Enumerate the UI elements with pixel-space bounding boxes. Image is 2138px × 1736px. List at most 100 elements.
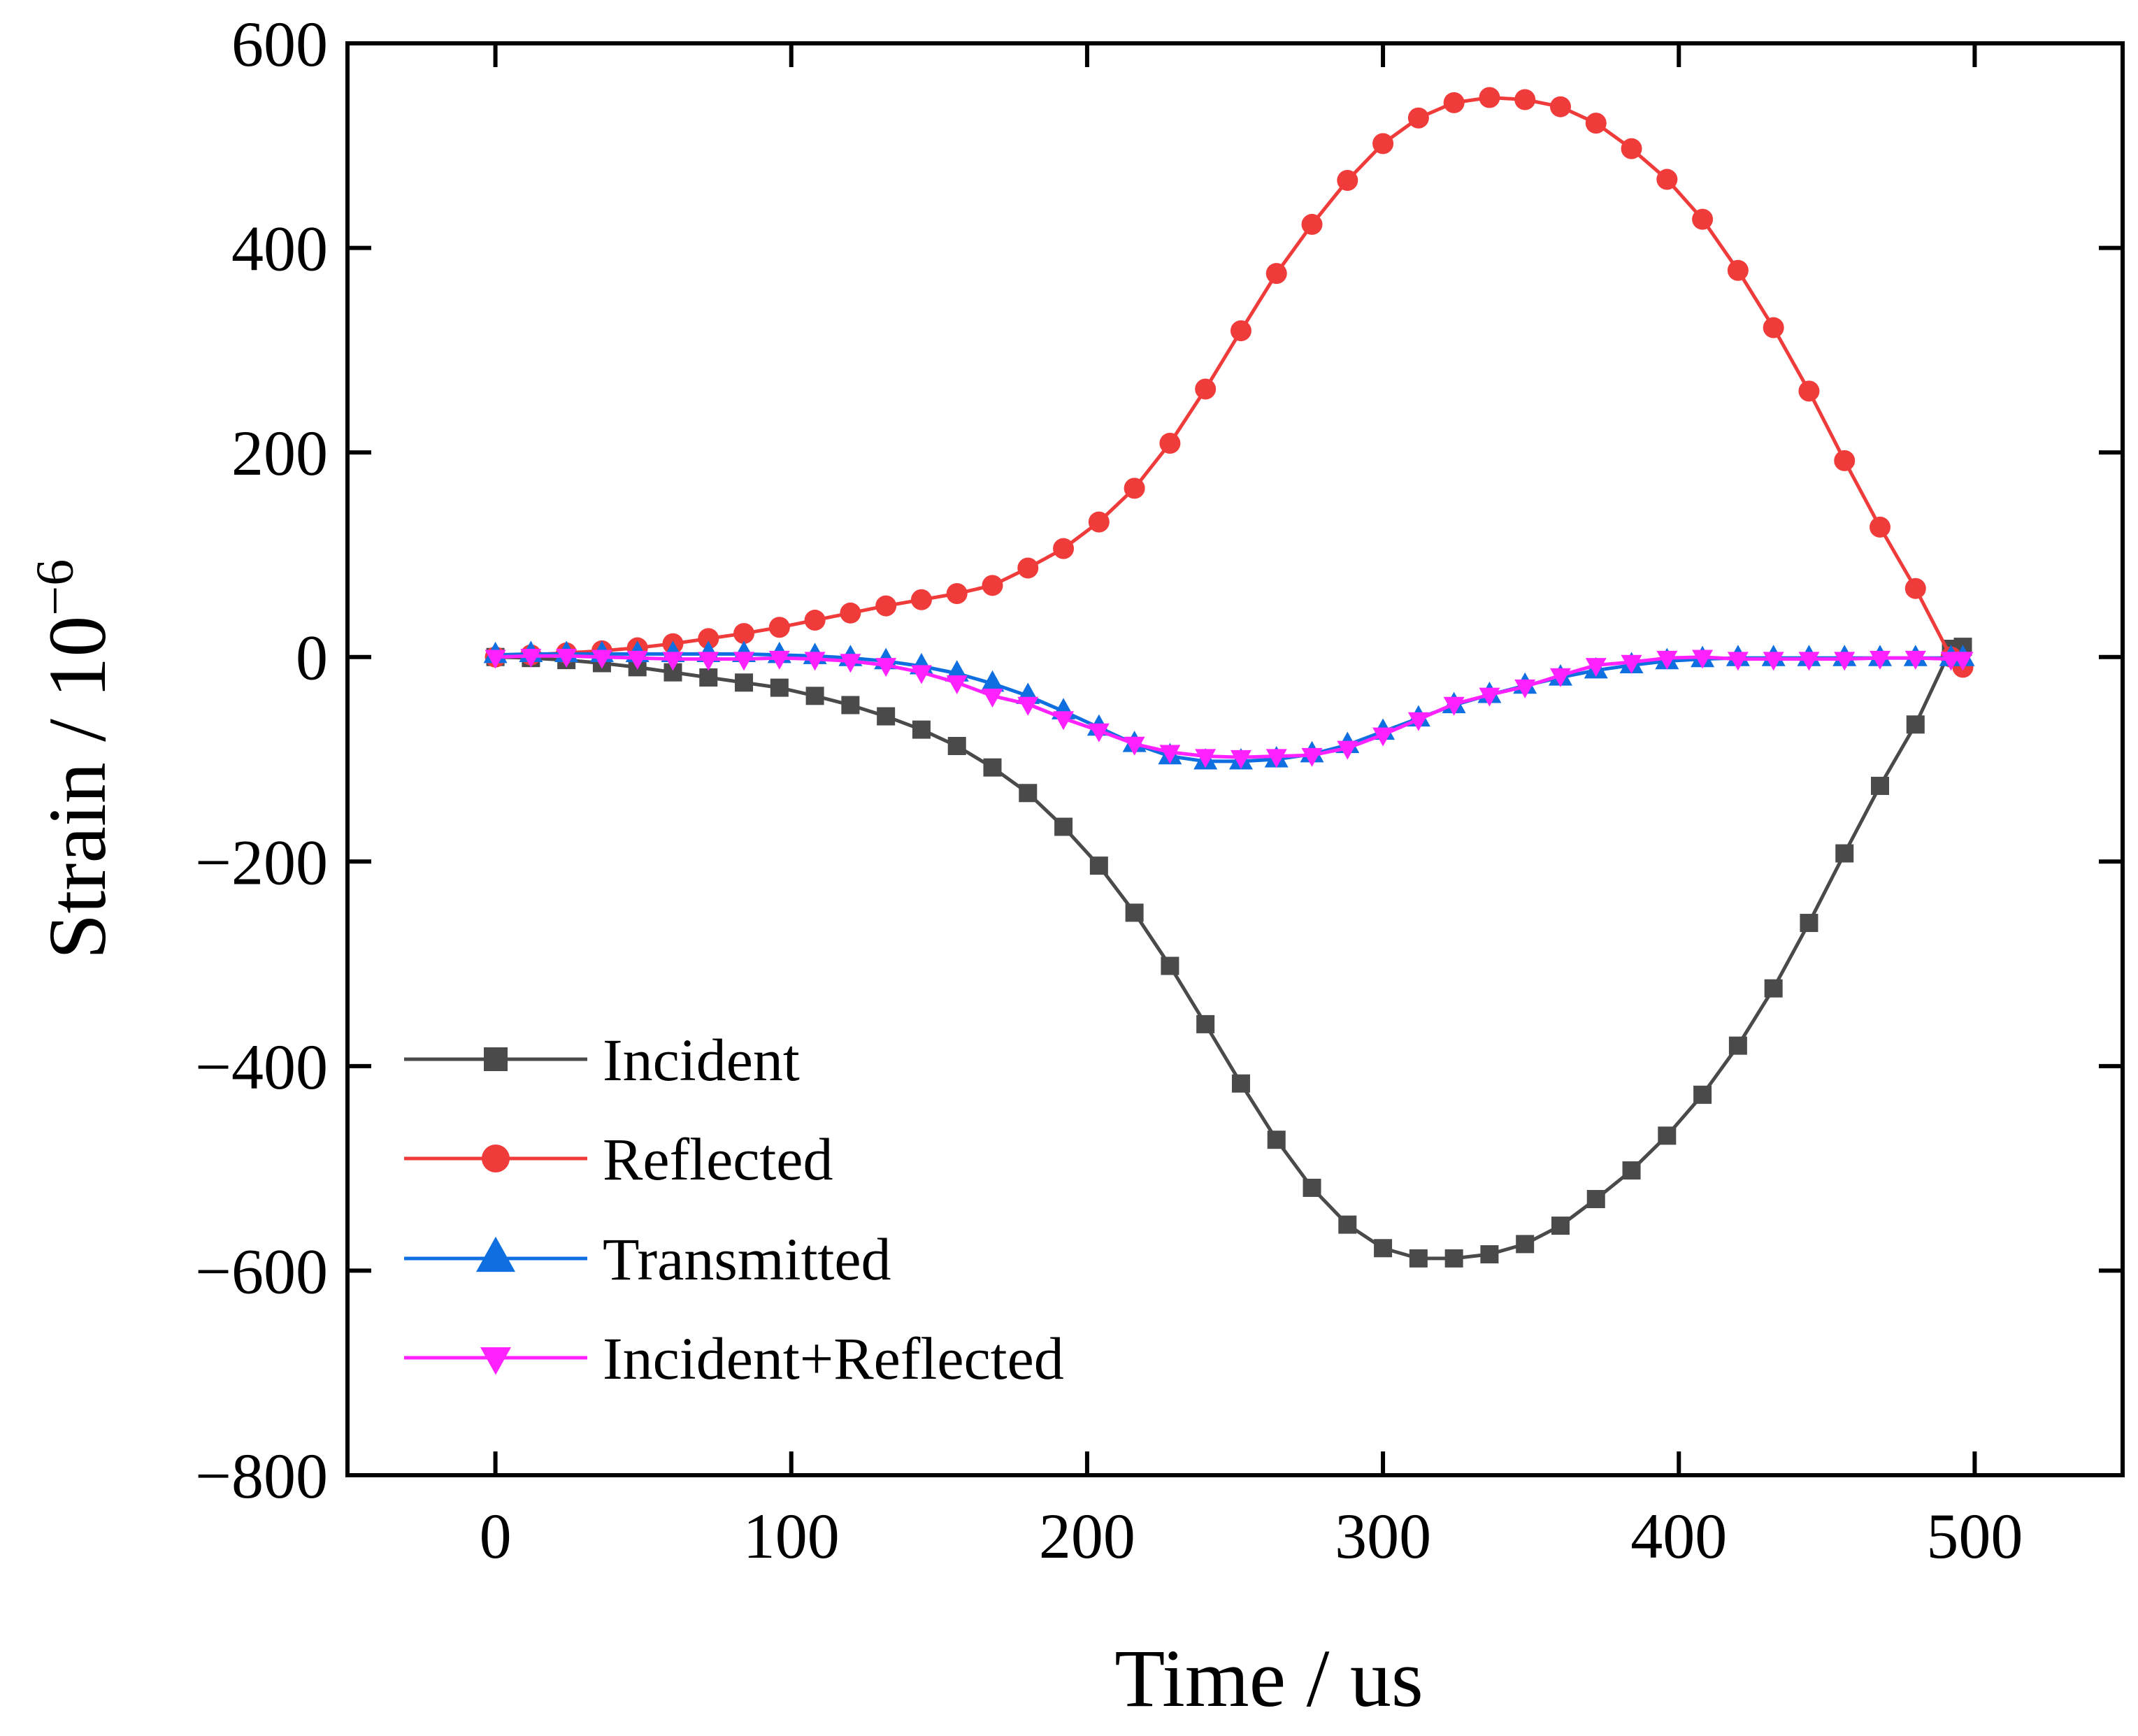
x-axis-title: Time / us [1114, 1633, 1423, 1724]
series-reflected [485, 87, 1974, 678]
legend-marker-incident-reflected [480, 1347, 511, 1375]
y-tick-label: −800 [195, 1440, 328, 1512]
data-point-reflected [1124, 478, 1145, 499]
data-point-incident-reflected [840, 654, 861, 673]
data-point-reflected [1407, 107, 1429, 129]
data-point-incident [1800, 914, 1818, 933]
data-point-incident-reflected [910, 665, 932, 684]
data-point-reflected [1230, 320, 1251, 342]
data-point-incident [699, 668, 718, 687]
data-point-incident [1444, 1249, 1463, 1268]
x-tick-label: 400 [1630, 1500, 1727, 1572]
data-point-incident [841, 696, 860, 715]
data-point-reflected [1337, 170, 1358, 192]
data-point-incident-reflected [1870, 650, 1891, 670]
series-incident [486, 638, 1972, 1268]
data-point-reflected [1088, 511, 1110, 533]
data-point-reflected [733, 623, 755, 645]
data-point-incident [1196, 1014, 1215, 1033]
data-point-incident [1267, 1131, 1286, 1149]
data-point-incident [1019, 784, 1038, 803]
data-point-reflected [1159, 432, 1181, 454]
legend-marker-incident [484, 1047, 508, 1071]
data-point-incident-reflected [1585, 658, 1607, 677]
data-point-incident [1693, 1085, 1712, 1104]
data-point-incident-reflected [485, 650, 506, 669]
data-point-incident [912, 720, 931, 739]
legend-label-incident: Incident [603, 1026, 800, 1093]
data-point-incident [1516, 1235, 1535, 1254]
data-point-reflected [1195, 378, 1217, 400]
data-point-incident [1374, 1239, 1393, 1258]
data-point-incident-reflected [698, 652, 719, 671]
data-point-reflected [840, 602, 861, 624]
legend: Incident Reflected Transmitted Incident+Ref… [404, 1026, 1064, 1392]
data-point-incident-reflected [591, 650, 612, 669]
data-point-reflected [1692, 208, 1714, 230]
data-point-incident [1054, 817, 1073, 836]
legend-label-incident-reflected: Incident+Reflected [603, 1325, 1064, 1392]
data-point-incident [1303, 1178, 1321, 1197]
series-incident-reflected [485, 648, 1974, 769]
data-point-incident [1161, 956, 1179, 975]
x-tick-label: 0 [480, 1500, 512, 1572]
data-point-incident [947, 736, 966, 755]
data-point-incident-reflected [982, 689, 1003, 708]
data-point-reflected [1265, 263, 1287, 285]
data-point-reflected [982, 575, 1003, 596]
data-point-reflected [1372, 133, 1394, 155]
data-point-reflected [1514, 89, 1536, 110]
legend-item-reflected: Reflected [404, 1126, 833, 1193]
data-point-incident-reflected [1372, 727, 1394, 747]
data-point-reflected [946, 583, 968, 605]
data-point-incident-reflected [875, 658, 897, 677]
data-point-incident-reflected [1230, 749, 1251, 769]
data-point-incident-reflected [520, 648, 542, 668]
data-point-incident [1338, 1215, 1357, 1234]
data-point-incident [735, 673, 754, 692]
data-point-reflected [768, 617, 790, 638]
data-point-incident-reflected [626, 650, 648, 670]
data-point-incident [770, 678, 789, 697]
data-point-incident [1586, 1190, 1605, 1209]
y-axis-title-base: Strain / 10 [31, 616, 123, 960]
data-point-incident [1658, 1126, 1677, 1145]
y-tick-label: 200 [231, 417, 328, 489]
data-point-reflected [1585, 113, 1607, 134]
legend-item-incident-reflected: Incident+Reflected [404, 1325, 1064, 1392]
data-point-incident-reflected [1017, 696, 1039, 716]
data-point-incident [1764, 979, 1783, 998]
data-point-incident-reflected [733, 652, 755, 671]
data-point-incident [1480, 1245, 1499, 1264]
x-tick-label: 500 [1926, 1500, 2023, 1572]
data-point-incident-reflected [1621, 654, 1642, 674]
data-point-incident-reflected [1265, 749, 1287, 768]
data-point-incident-reflected [1053, 711, 1075, 731]
y-tick-label: 0 [296, 622, 328, 694]
data-point-incident-reflected [1763, 652, 1784, 671]
legend-marker-transmitted [476, 1236, 515, 1272]
data-point-incident-reflected [1798, 652, 1820, 671]
legend-label-reflected: Reflected [603, 1126, 833, 1193]
y-tick-label: 400 [231, 213, 328, 285]
data-point-reflected [875, 595, 897, 617]
legend-item-incident: Incident [404, 1026, 800, 1093]
data-layer [483, 87, 1975, 1268]
data-point-incident-reflected [556, 648, 577, 668]
y-tick-label: −600 [195, 1235, 328, 1307]
data-point-incident [1622, 1161, 1641, 1180]
data-point-incident-reflected [1479, 687, 1500, 707]
data-point-incident-reflected [1159, 745, 1181, 764]
data-point-reflected [1904, 578, 1926, 599]
data-point-incident-reflected [662, 652, 684, 671]
data-point-incident-reflected [1088, 723, 1110, 743]
data-point-incident-reflected [1692, 650, 1714, 669]
data-point-incident [1835, 844, 1854, 863]
data-point-incident [1125, 903, 1144, 922]
legend-label-transmitted: Transmitted [603, 1226, 891, 1293]
data-point-incident [805, 687, 824, 705]
data-point-incident-reflected [1407, 712, 1429, 731]
data-point-reflected [804, 610, 826, 631]
data-point-reflected [1479, 87, 1500, 108]
